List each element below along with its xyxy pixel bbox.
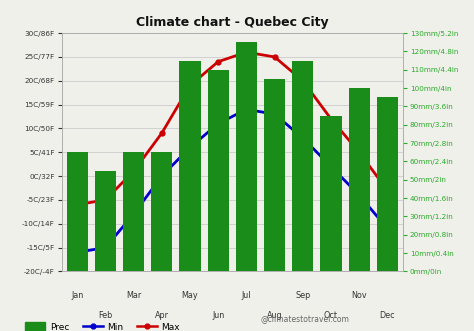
Text: May: May [182,291,198,300]
Bar [123,152,144,271]
Text: @climatestotravel.com: @climatestotravel.com [261,314,350,323]
Bar [264,79,285,271]
Text: Sep: Sep [295,291,310,300]
Bar [179,61,201,271]
Text: Jul: Jul [242,291,251,300]
Text: Mar: Mar [126,291,141,300]
Bar [320,116,342,271]
Text: Nov: Nov [351,291,367,300]
Legend: Prec, Min, Max: Prec, Min, Max [22,319,183,331]
Text: Aug: Aug [267,311,283,320]
Text: Jun: Jun [212,311,224,320]
Text: Feb: Feb [98,311,112,320]
Text: Jan: Jan [71,291,83,300]
Bar [292,61,313,271]
Bar [377,97,398,271]
Text: Apr: Apr [155,311,169,320]
Text: Oct: Oct [324,311,338,320]
Bar [151,152,173,271]
Bar [95,170,116,271]
Bar [236,42,257,271]
Text: Dec: Dec [380,311,395,320]
Bar [208,70,229,271]
Title: Climate chart - Quebec City: Climate chart - Quebec City [136,16,328,29]
Bar [348,88,370,271]
Bar [66,152,88,271]
